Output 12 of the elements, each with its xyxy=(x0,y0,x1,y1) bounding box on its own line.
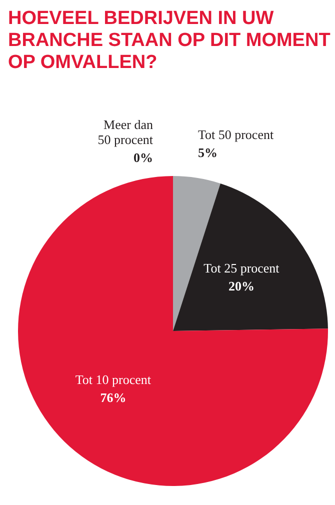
category-label: Meer dan 50 procent xyxy=(98,117,153,147)
slice-label: Tot 25 procent xyxy=(204,260,280,276)
text: 0% xyxy=(134,150,153,165)
data-label: 76% xyxy=(100,390,126,406)
slice-label: Tot 50 procent xyxy=(198,126,274,142)
chart-title: HOEVEEL BEDRIJVEN IN UW BRANCHE STAAN OP DIT MOMENT OP OMVALLEN? xyxy=(8,8,332,74)
pie-slice xyxy=(173,183,328,331)
pie-slice xyxy=(173,176,220,331)
data-label: 5% xyxy=(198,144,218,160)
pie-slice xyxy=(18,176,328,486)
data-label: 20% xyxy=(228,278,254,294)
slice-label: Tot 10 procent xyxy=(75,372,152,388)
